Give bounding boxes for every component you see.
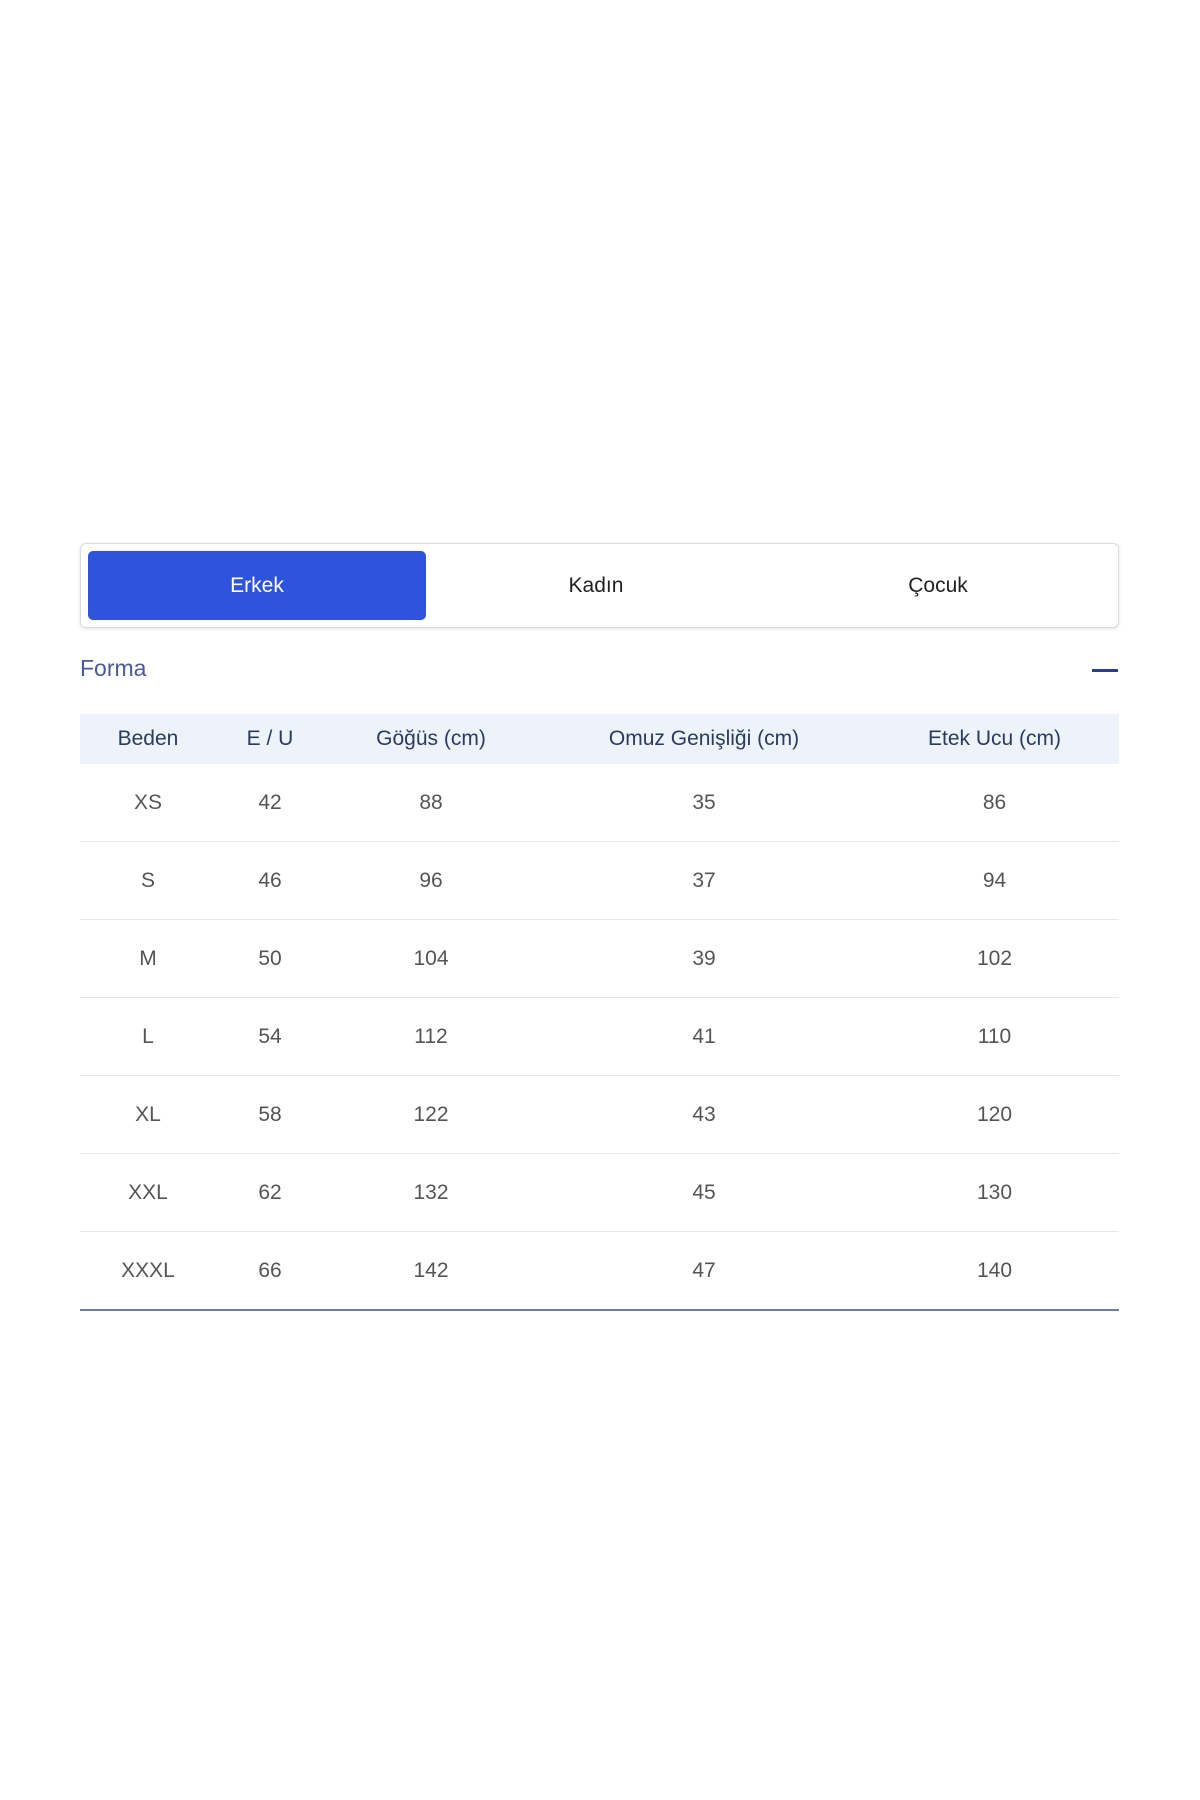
- table-cell: 140: [870, 1231, 1119, 1311]
- tab-erkek[interactable]: Erkek: [88, 551, 426, 620]
- table-cell: 96: [324, 841, 538, 920]
- table-cell: 104: [324, 919, 538, 998]
- table-cell: 132: [324, 1153, 538, 1232]
- table-cell: 39: [538, 919, 870, 998]
- table-cell: L: [80, 997, 216, 1076]
- header-omuz: Omuz Genişliği (cm): [538, 714, 870, 764]
- table-cell: M: [80, 919, 216, 998]
- table-row: XXXL 66 142 47 140: [80, 1231, 1119, 1311]
- header-gogus: Göğüs (cm): [324, 714, 538, 764]
- table-cell: 54: [216, 997, 324, 1076]
- table-cell: 62: [216, 1153, 324, 1232]
- table-cell: 58: [216, 1075, 324, 1154]
- table-row: M 50 104 39 102: [80, 919, 1119, 998]
- table-cell: 110: [870, 997, 1119, 1076]
- table-cell: 88: [324, 764, 538, 842]
- table-row: XXL 62 132 45 130: [80, 1153, 1119, 1232]
- table-cell: 41: [538, 997, 870, 1076]
- section-title: Forma: [80, 655, 147, 681]
- table-cell: XXL: [80, 1153, 216, 1232]
- table-cell: 42: [216, 764, 324, 842]
- table-row: XS 42 88 35 86: [80, 764, 1119, 842]
- table-row: L 54 112 41 110: [80, 997, 1119, 1076]
- table-cell: 102: [870, 919, 1119, 998]
- table-cell: 86: [870, 764, 1119, 842]
- minus-icon[interactable]: [1092, 669, 1118, 672]
- table-cell: XL: [80, 1075, 216, 1154]
- table-row: S 46 96 37 94: [80, 841, 1119, 920]
- table-cell: 50: [216, 919, 324, 998]
- table-cell: 66: [216, 1231, 324, 1311]
- gender-tabs: Erkek Kadın Çocuk: [80, 543, 1119, 628]
- table-cell: 47: [538, 1231, 870, 1311]
- table-cell: 35: [538, 764, 870, 842]
- table-cell: 43: [538, 1075, 870, 1154]
- table-cell: 46: [216, 841, 324, 920]
- table-cell: 142: [324, 1231, 538, 1311]
- header-eu: E / U: [216, 714, 324, 764]
- table-cell: 130: [870, 1153, 1119, 1232]
- table-cell: S: [80, 841, 216, 920]
- tab-kadin[interactable]: Kadın: [568, 573, 624, 597]
- table-row: XL 58 122 43 120: [80, 1075, 1119, 1154]
- table-header-row: Beden E / U Göğüs (cm) Omuz Genişliği (c…: [80, 714, 1119, 764]
- tab-cocuk[interactable]: Çocuk: [908, 573, 968, 597]
- table-cell: 120: [870, 1075, 1119, 1154]
- table-cell: XS: [80, 764, 216, 842]
- table-cell: 122: [324, 1075, 538, 1154]
- header-beden: Beden: [80, 714, 216, 764]
- table-cell: XXXL: [80, 1231, 216, 1311]
- table-cell: 112: [324, 997, 538, 1076]
- table-cell: 94: [870, 841, 1119, 920]
- header-etek: Etek Ucu (cm): [870, 714, 1119, 764]
- table-cell: 37: [538, 841, 870, 920]
- size-table: Beden E / U Göğüs (cm) Omuz Genişliği (c…: [80, 714, 1119, 1311]
- table-cell: 45: [538, 1153, 870, 1232]
